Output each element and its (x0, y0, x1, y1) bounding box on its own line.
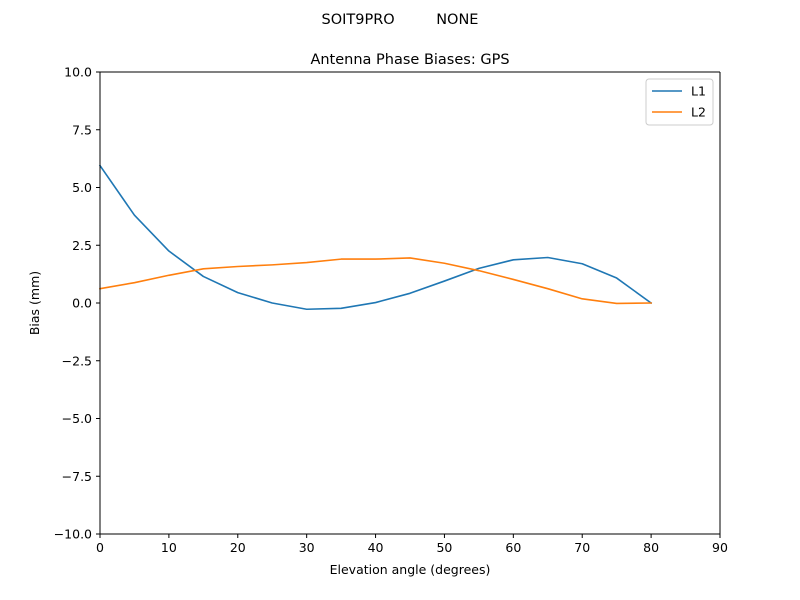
x-tick-label: 40 (368, 540, 384, 555)
x-tick-label: 10 (161, 540, 177, 555)
legend-label-l2: L2 (691, 105, 706, 120)
legend-label-l1: L1 (691, 84, 706, 99)
figure-suptitle: SOIT9PRO NONE (322, 12, 479, 28)
y-tick-label: −2.5 (62, 353, 92, 368)
y-tick-label: −7.5 (62, 469, 92, 484)
x-tick-label: 50 (436, 540, 452, 555)
x-tick-label: 70 (574, 540, 590, 555)
y-tick-label: 5.0 (72, 180, 92, 195)
series-line-l2 (99, 257, 652, 305)
x-tick-label: 90 (712, 540, 728, 555)
x-tick-label: 0 (96, 540, 104, 555)
x-axis-ticks: 0 10 20 30 40 50 60 70 80 90 (96, 534, 728, 555)
x-axis-label: Elevation angle (degrees) (330, 562, 491, 577)
legend: L1 L2 (645, 78, 714, 126)
y-tick-label: 10.0 (64, 65, 92, 80)
y-tick-label: −10.0 (54, 527, 92, 542)
x-tick-label: 20 (230, 540, 246, 555)
y-tick-label: 2.5 (72, 238, 92, 253)
series-layer (98, 164, 653, 311)
y-axis-label: Bias (mm) (27, 271, 42, 335)
x-tick-label: 30 (299, 540, 315, 555)
x-tick-label: 80 (643, 540, 659, 555)
y-tick-label: 0.0 (72, 296, 92, 311)
chart-title: Antenna Phase Biases: GPS (310, 52, 509, 68)
series-line-l1 (98, 164, 653, 311)
y-tick-label: −5.0 (62, 411, 92, 426)
y-axis-ticks: −10.0 −7.5 −5.0 −2.5 0.0 2.5 5.0 7.5 10.0 (54, 65, 100, 542)
y-tick-label: 7.5 (72, 122, 92, 137)
x-tick-label: 60 (505, 540, 521, 555)
